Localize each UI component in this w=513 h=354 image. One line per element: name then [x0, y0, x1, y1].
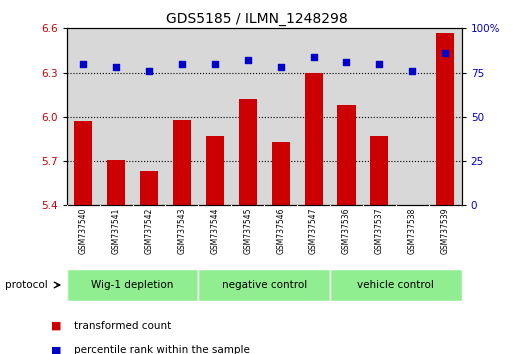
Bar [206, 136, 224, 205]
Text: GSM737537: GSM737537 [375, 207, 384, 254]
Text: GSM737544: GSM737544 [210, 207, 220, 254]
Text: GSM737540: GSM737540 [78, 207, 88, 254]
Bar [140, 171, 158, 205]
Text: ■: ■ [51, 346, 62, 354]
Text: ■: ■ [51, 321, 62, 331]
Text: GSM737543: GSM737543 [177, 207, 186, 254]
Bar [370, 136, 388, 205]
Text: GDS5185 / ILMN_1248298: GDS5185 / ILMN_1248298 [166, 12, 347, 27]
Bar [436, 33, 455, 205]
Point [244, 57, 252, 63]
Point [376, 61, 384, 67]
Text: GSM737538: GSM737538 [408, 207, 417, 253]
Point [178, 61, 186, 67]
Point [342, 59, 350, 65]
Point [211, 61, 219, 67]
Bar [173, 120, 191, 205]
Point [309, 54, 318, 59]
Point [112, 64, 120, 70]
Text: GSM737542: GSM737542 [145, 207, 153, 253]
Bar [338, 105, 356, 205]
Bar [74, 121, 92, 205]
Text: negative control: negative control [222, 280, 307, 290]
Text: GSM737536: GSM737536 [342, 207, 351, 254]
Point [408, 68, 417, 74]
Text: GSM737547: GSM737547 [309, 207, 318, 254]
Bar [67, 269, 199, 301]
Text: Wig-1 depletion: Wig-1 depletion [91, 280, 174, 290]
Text: GSM737545: GSM737545 [243, 207, 252, 254]
Text: vehicle control: vehicle control [358, 280, 435, 290]
Point [145, 68, 153, 74]
Bar [239, 99, 257, 205]
Text: GSM737539: GSM737539 [441, 207, 450, 254]
Text: protocol: protocol [5, 280, 48, 290]
Text: percentile rank within the sample: percentile rank within the sample [74, 346, 250, 354]
Bar [199, 269, 330, 301]
Text: GSM737541: GSM737541 [111, 207, 121, 253]
Bar [271, 142, 290, 205]
Text: transformed count: transformed count [74, 321, 172, 331]
Point [277, 64, 285, 70]
Bar [107, 160, 125, 205]
Point [79, 61, 87, 67]
Point [441, 50, 449, 56]
Text: GSM737546: GSM737546 [276, 207, 285, 254]
Bar [330, 269, 462, 301]
Bar [305, 73, 323, 205]
